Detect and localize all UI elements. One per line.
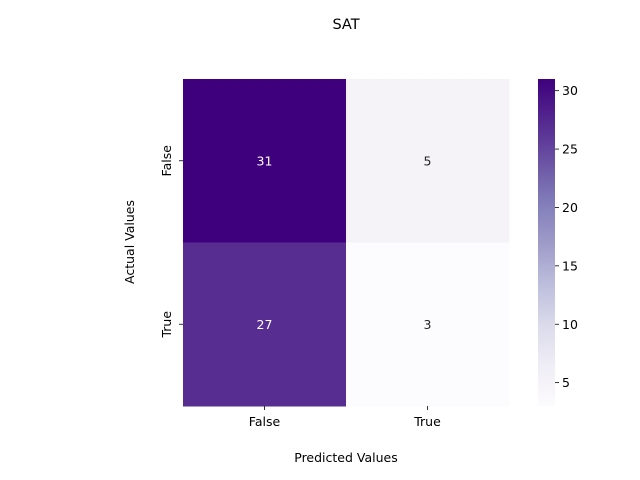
colorbar-tick-label: 20	[562, 200, 578, 215]
y-axis-label: Actual Values	[122, 200, 137, 284]
cell-value-label: 5	[424, 153, 432, 168]
x-axis-label: Predicted Values	[294, 450, 398, 465]
colorbar-gradient	[538, 79, 555, 406]
colorbar-tick-label: 25	[562, 142, 578, 157]
heatmap-cell	[183, 79, 347, 243]
y-axis-ticks: False True	[159, 145, 183, 339]
x-axis-ticks: False True	[249, 406, 441, 429]
heatmap-cell	[346, 79, 510, 243]
cell-value-label: 31	[257, 153, 273, 168]
heatmap-cell	[346, 242, 510, 407]
x-tick-label: True	[413, 414, 441, 429]
colorbar-tick-label: 30	[562, 83, 578, 98]
chart-title: SAT	[332, 17, 359, 33]
heatmap-cells	[183, 79, 510, 407]
colorbar-tick-label: 5	[562, 375, 570, 390]
y-tick-label: True	[159, 311, 174, 339]
cell-value-labels: 31 5 27 3	[257, 153, 432, 332]
y-tick-label: False	[159, 145, 174, 177]
colorbar: 5 10 15 20 25 30	[538, 79, 578, 406]
x-tick-label: False	[249, 414, 281, 429]
cell-value-label: 3	[424, 317, 432, 332]
colorbar-tick-label: 10	[562, 317, 578, 332]
colorbar-tick-label: 15	[562, 258, 578, 273]
heatmap-cell	[183, 242, 347, 407]
cell-value-label: 27	[257, 317, 273, 332]
